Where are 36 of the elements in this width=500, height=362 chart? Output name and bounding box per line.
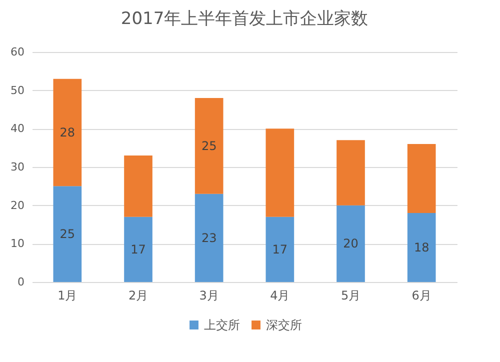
y-tick-label: 20 [10,198,24,212]
bar [194,98,224,194]
x-tick-label: 3月 [199,288,219,302]
data-label: 23 [201,230,217,245]
y-tick-label: 40 [10,122,24,136]
data-label: 17 [130,242,146,256]
y-tick-label: 50 [10,84,24,97]
bar [194,194,224,282]
bar [124,216,152,282]
legend-label: 上交所 [204,318,240,332]
x-tick-label: 2月 [128,288,148,302]
bar [53,186,82,282]
data-label: 28 [60,126,76,140]
chart-title: 2017年上半年首发上市企业家数 [120,9,368,29]
bar [266,216,294,282]
bar [266,128,294,217]
y-tick-label: 30 [10,160,24,174]
data-label: 25 [60,227,76,242]
legend-label: 深交所 [266,318,302,332]
data-label: 18 [414,240,430,254]
x-tick-label: 6月 [412,288,432,302]
bar [407,213,436,282]
bar [336,205,365,282]
x-tick-label: 4月 [270,288,290,302]
y-tick-label: 60 [10,46,24,58]
y-tick-label: 0 [18,276,24,288]
x-tick-label: 1月 [58,288,78,302]
data-label: 20 [343,236,358,251]
bar [53,78,82,186]
data-label: 17 [272,242,288,256]
bar [336,140,365,206]
data-label: 25 [201,138,217,153]
bar [407,144,436,213]
x-tick-label: 5月 [340,288,361,302]
y-tick-label: 10 [10,237,24,250]
bar [124,156,152,217]
